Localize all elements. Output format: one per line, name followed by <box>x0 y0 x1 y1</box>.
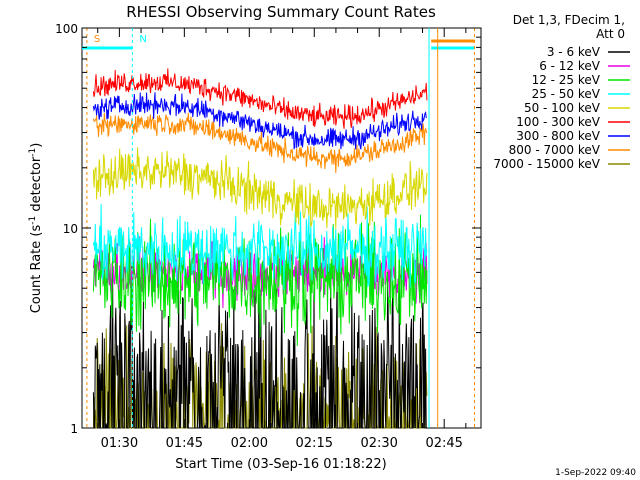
footer-timestamp: 1-Sep-2022 09:40 <box>555 468 636 478</box>
x-tick-label-1: 01:45 <box>166 436 203 451</box>
legend-label-8: 7000 - 15000 keV <box>493 157 600 171</box>
svg-text:Count Rate (s-1 detector-1): Count Rate (s-1 detector-1) <box>28 143 44 314</box>
legend-label-4: 50 - 100 keV <box>524 101 601 115</box>
legend-label-5: 100 - 300 keV <box>516 115 600 129</box>
x-tick-label-4: 02:30 <box>360 436 397 451</box>
y-axis-label-exp: -1 <box>28 216 38 225</box>
marker-label-s: S <box>94 34 100 45</box>
legend-label-3: 25 - 50 keV <box>532 87 601 101</box>
series-line-800-7000kev <box>92 112 428 174</box>
x-tick-label-5: 02:45 <box>425 436 462 451</box>
y-axis-label-main: Count Rate (s <box>29 225 44 314</box>
marker-label-n: N <box>139 34 146 45</box>
legend-label-6: 300 - 800 keV <box>516 129 600 143</box>
series-line-100-300kev <box>92 68 428 129</box>
legend-label-2: 12 - 25 keV <box>532 73 601 87</box>
y-axis-label-tail: detector <box>29 156 44 216</box>
legend-label-1: 6 - 12 keV <box>539 59 601 73</box>
chart-title: RHESSI Observing Summary Count Rates <box>126 3 436 21</box>
y-axis-label: Count Rate (s-1 detector-1) <box>28 143 44 314</box>
axis-layer: 1 10 100 01:30 01:45 02:00 02:15 02:30 02:45 <box>55 22 481 451</box>
y-tick-label-1: 10 <box>63 222 78 236</box>
legend-label-7: 800 - 7000 keV <box>509 143 601 157</box>
legend-header-line1: Det 1,3, FDecim 1, <box>513 13 625 27</box>
series-line-12-25kev <box>92 214 428 346</box>
y-axis-label-close: ) <box>29 143 44 148</box>
y-tick-label-2: 100 <box>55 22 78 36</box>
series-line-300-800kev <box>92 92 427 150</box>
legend-header-line2: Att 0 <box>596 27 625 41</box>
series-line-50-100kev <box>92 147 428 229</box>
series-line-25-50kev <box>92 204 428 290</box>
x-tick-label-0: 01:30 <box>101 436 138 451</box>
legend-label-0: 3 - 6 keV <box>547 45 601 59</box>
y-axis-label-exp2: -1 <box>28 148 38 157</box>
x-tick-label-3: 02:15 <box>296 436 333 451</box>
series-line-3-6kev <box>92 262 427 429</box>
x-axis-label: Start Time (03-Sep-16 01:18:22) <box>175 457 386 472</box>
x-tick-label-2: 02:00 <box>231 436 268 451</box>
y-tick-label-0: 1 <box>70 422 78 436</box>
